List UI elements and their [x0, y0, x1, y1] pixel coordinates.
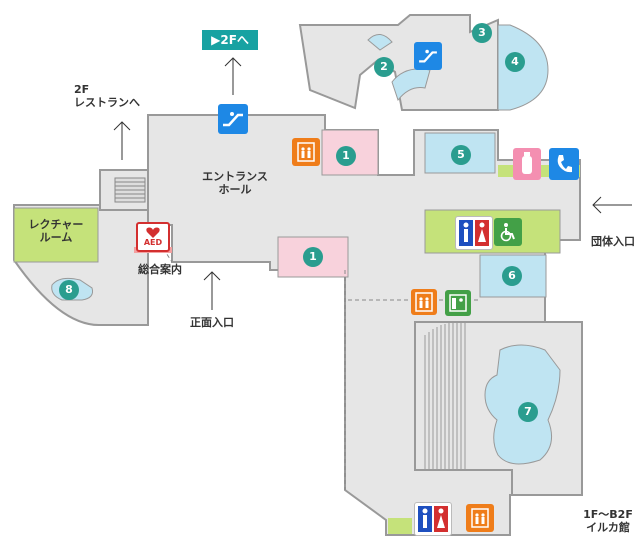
restroom-icon — [414, 502, 452, 536]
label-group-entrance: 団体入口 — [591, 235, 635, 248]
badge-5: 5 — [451, 145, 471, 165]
arrow-left-group — [592, 196, 632, 214]
badge-6: 6 — [502, 266, 522, 286]
label-entrance-hall: エントランス ホール — [202, 170, 268, 196]
badge-1b: 1 — [303, 247, 323, 267]
escalator-icon — [218, 104, 248, 134]
zone-pool-2 — [391, 68, 431, 102]
badge-4: 4 — [505, 52, 525, 72]
elevator-icon — [466, 504, 494, 532]
arrow-up-2f — [224, 57, 242, 95]
label-main-entrance: 正面入口 — [190, 316, 234, 329]
aed-icon: AED — [136, 222, 170, 252]
aed-label: AED — [143, 238, 163, 247]
label-dolphin-hall: 1F～B2F イルカ館 — [583, 508, 633, 534]
restroom-icon — [455, 216, 493, 250]
zone-pool-top — [367, 34, 393, 51]
stairs — [114, 177, 146, 203]
sign-to-2f: ▶2Fへ — [202, 30, 258, 50]
zone-green-bottom — [388, 518, 412, 534]
zone-green-lecture — [13, 207, 99, 263]
label-info-desk: 総合案内 — [138, 263, 182, 276]
label-lecture-room: レクチャー ルーム — [28, 218, 84, 244]
arrow-up-main-entrance — [203, 271, 221, 310]
badge-3: 3 — [472, 23, 492, 43]
label-restaurant-2f: 2F レストランへ — [74, 83, 140, 109]
arrows — [113, 57, 632, 310]
badge-1a: 1 — [336, 146, 356, 166]
badge-8: 8 — [59, 280, 79, 300]
elevator-icon — [411, 289, 437, 315]
escalator-icon — [414, 42, 442, 70]
nursing-room-icon — [513, 148, 541, 180]
accessible-icon — [494, 218, 522, 246]
phone-icon — [549, 148, 579, 180]
locker-icon — [445, 290, 471, 316]
badge-7: 7 — [518, 402, 538, 422]
elevator-icon — [292, 138, 320, 166]
arrow-up-restaurant — [113, 121, 131, 160]
badge-2: 2 — [374, 57, 394, 77]
tiered-seating — [424, 322, 466, 470]
